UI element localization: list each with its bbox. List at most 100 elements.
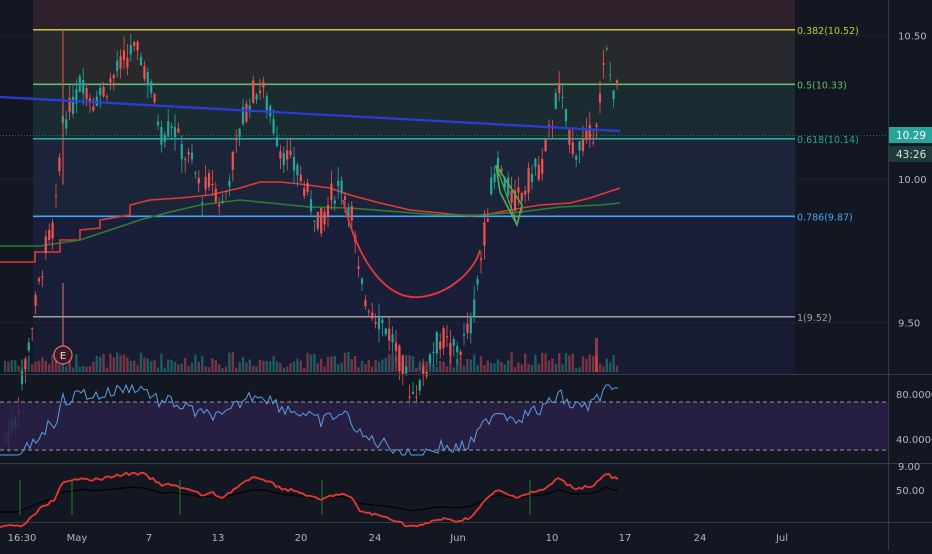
volume-bar — [510, 352, 513, 372]
candle-body — [309, 199, 313, 212]
volume-bar — [241, 357, 245, 372]
candle-body — [479, 258, 483, 261]
volume-bar — [163, 367, 166, 372]
volume-bar — [136, 365, 139, 372]
volume-bar — [469, 359, 472, 372]
candle-body — [490, 177, 493, 195]
osc-line — [0, 471, 619, 529]
candle-body — [160, 127, 163, 145]
candle-body — [384, 328, 387, 335]
earnings-label: E — [60, 351, 66, 362]
volume-bar — [48, 364, 51, 372]
time-axis[interactable]: 16:30 May 7 13 20 24 Jun 10 17 24 Jul — [8, 533, 788, 544]
candle-body — [530, 173, 534, 183]
candle-body — [34, 294, 37, 306]
volume-bar — [272, 356, 275, 372]
volume-bar — [415, 367, 418, 372]
candle-body — [394, 342, 398, 352]
candle-body — [231, 151, 234, 170]
candle-body — [541, 158, 544, 174]
candle-body — [428, 354, 432, 363]
volume-bar — [31, 364, 34, 372]
volume-bar — [343, 352, 347, 372]
candle-body — [408, 396, 411, 398]
volume-bar — [99, 356, 102, 372]
volume-bar — [126, 357, 129, 372]
candle-body — [585, 130, 588, 140]
volume-bar — [486, 360, 489, 372]
volume-bar — [143, 357, 146, 372]
earnings-marker[interactable]: E — [53, 345, 73, 365]
candle-body — [439, 341, 442, 350]
candle-body — [371, 312, 374, 319]
volume-bar — [201, 355, 204, 372]
volume-bar — [595, 338, 598, 372]
volume-bar — [534, 354, 537, 372]
volume-bar — [197, 361, 200, 372]
volume-bar — [561, 364, 564, 372]
moving-averages — [0, 181, 621, 263]
volume-bar — [408, 355, 411, 372]
candle-body — [554, 93, 557, 110]
volume-bar — [442, 361, 445, 372]
price-tick: 9.50 — [898, 319, 920, 330]
candle-body — [592, 142, 595, 144]
volume-bar — [65, 366, 68, 372]
candle-body — [466, 323, 469, 333]
candle-body — [272, 118, 275, 134]
volume-bar — [258, 359, 262, 372]
volume-bar — [588, 354, 591, 372]
candle-body — [571, 142, 574, 155]
volume-bar — [503, 364, 506, 372]
volume-bar — [558, 353, 561, 372]
volume-bar — [381, 359, 384, 372]
volume-bar — [58, 364, 61, 372]
time-tick: 16:30 — [8, 533, 37, 544]
volume-bar — [524, 353, 527, 372]
time-tick: 10 — [546, 533, 559, 544]
volume-bar — [371, 366, 374, 372]
candle-body — [44, 236, 47, 253]
volume-bar — [360, 360, 364, 372]
volume-bar — [520, 364, 523, 372]
volume-bar — [374, 359, 377, 372]
candle-body — [330, 183, 333, 201]
candle-body — [422, 366, 425, 376]
candle-body — [252, 80, 255, 103]
volume-bar — [20, 359, 24, 372]
candle-body — [411, 391, 415, 394]
volume-bar — [377, 361, 381, 372]
candle-body — [248, 105, 251, 111]
candle-body — [218, 204, 221, 207]
candle-body — [163, 134, 166, 143]
candle-body — [173, 126, 177, 138]
candle-body — [167, 121, 170, 137]
candle-body — [364, 300, 367, 307]
candle-body — [544, 139, 547, 151]
volume-bar — [615, 365, 619, 372]
volume-bar — [269, 361, 272, 372]
volume-bar — [85, 366, 88, 372]
fib-bands — [33, 0, 795, 374]
ma-green — [0, 199, 621, 247]
candle-body — [595, 124, 598, 128]
candle-body — [449, 342, 452, 355]
volume-bar — [116, 352, 119, 372]
candle-body — [241, 107, 245, 124]
volume-bar — [564, 353, 568, 372]
volume-bar — [279, 362, 282, 372]
volume-bar — [68, 360, 71, 372]
volume-bar — [316, 363, 319, 372]
fib-label: 0.786(9.87) — [797, 212, 853, 223]
volume-bar — [476, 365, 479, 372]
volume-bar — [71, 367, 75, 372]
candle-body — [292, 157, 296, 171]
candle-body — [221, 200, 224, 203]
volume-bar — [41, 357, 44, 372]
volume-bar — [337, 364, 340, 372]
volume-bar — [184, 358, 187, 372]
volume-bar — [517, 362, 520, 372]
volume-bar — [445, 366, 449, 372]
